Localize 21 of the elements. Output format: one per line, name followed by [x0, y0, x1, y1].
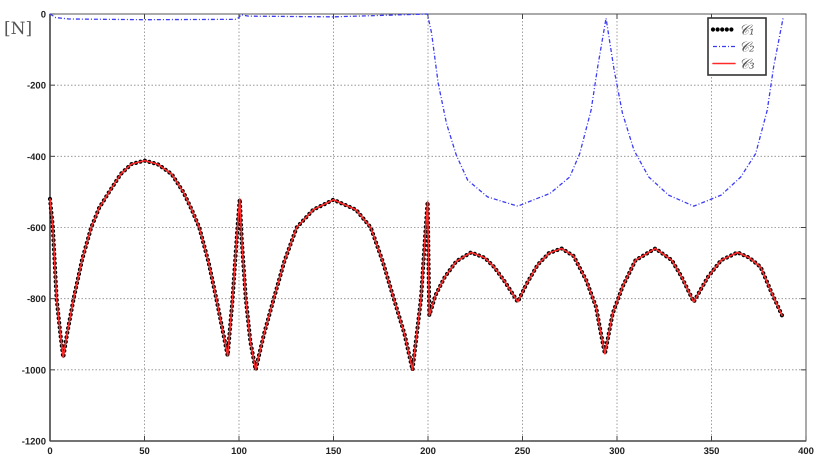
x-tick-label: 50 [139, 446, 150, 457]
legend-label: 𝒞₃ [739, 56, 755, 72]
x-tick-label: 350 [704, 446, 720, 457]
y-tick-label: -800 [26, 294, 46, 306]
y-tick-label: -400 [26, 152, 46, 163]
x-tick-label: 200 [420, 446, 436, 457]
x-tick-label: 100 [231, 446, 247, 457]
x-tick-label: 0 [47, 446, 53, 457]
x-tick-label: 150 [326, 446, 342, 457]
y-axis-title: [N] [4, 19, 32, 39]
y-tick-label: -200 [26, 80, 46, 92]
y-tick-label: -600 [26, 223, 46, 234]
y-tick-label: 0 [40, 10, 46, 20]
y-tick-label: -1200 [22, 436, 46, 448]
y-tick-label: -1000 [22, 365, 46, 376]
x-tick-label: 300 [609, 446, 625, 457]
x-tick-label: 250 [514, 446, 530, 457]
x-tick-label: 400 [798, 446, 814, 457]
line-series [49, 13, 784, 207]
legend-label: 𝒞₂ [739, 40, 755, 56]
legend-label: 𝒞₁ [739, 22, 755, 38]
